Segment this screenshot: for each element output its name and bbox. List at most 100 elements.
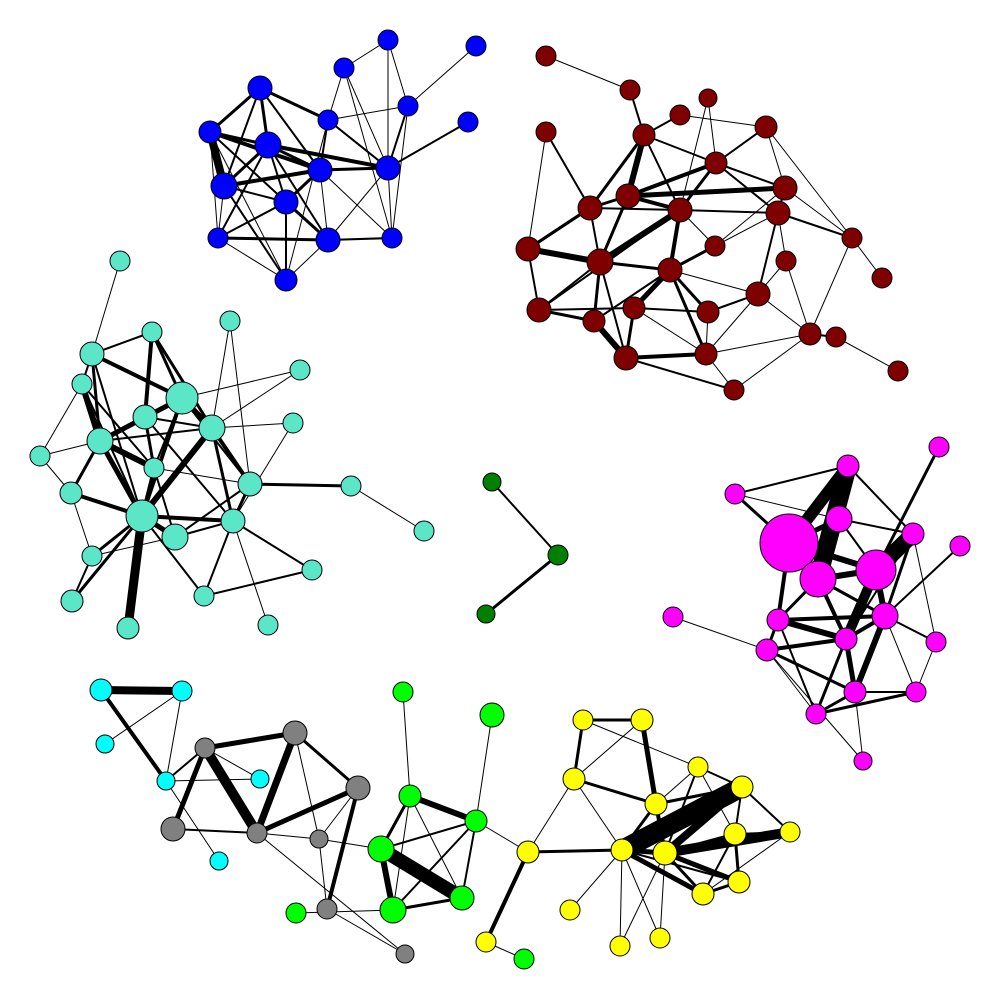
edge-y10-y13: [619, 847, 706, 897]
node-green-e6: [449, 885, 475, 911]
edge-b7-b12: [285, 119, 329, 281]
node-turquoise-t8: [289, 359, 311, 381]
node-magenta-p4: [825, 505, 853, 533]
node-turquoise-t5: [71, 373, 93, 395]
node-green-e5: [367, 835, 395, 863]
node-blue-b12: [274, 268, 298, 292]
node-turquoise-t11: [282, 412, 304, 434]
node-green-e7: [379, 896, 407, 924]
edge-b2-b12: [209, 131, 287, 281]
node-cyan-c2: [171, 680, 193, 702]
node-magenta-p13: [834, 627, 858, 651]
node-gray-g3: [345, 775, 371, 801]
node-yellow-y8: [779, 821, 801, 843]
edge-y2-y6: [639, 717, 659, 807]
edge-y11-y4: [664, 766, 699, 854]
node-gray-g2: [282, 720, 308, 746]
edge-e2-e4: [475, 714, 493, 822]
edge-p2-p6: [847, 465, 914, 535]
node-maroon-m22: [526, 297, 552, 323]
node-yellow-y2: [630, 708, 654, 732]
node-yellow-y7: [723, 822, 747, 846]
edge-m6-m11: [588, 133, 646, 210]
edge-t2-t7: [143, 330, 154, 419]
node-maroon-m2: [619, 79, 641, 101]
node-magenta-p14: [925, 631, 947, 653]
edge-d1-d2: [491, 481, 559, 556]
node-maroon-m19: [775, 250, 797, 272]
edge-y10-y17: [621, 849, 661, 939]
node-maroon-m29: [694, 342, 718, 366]
node-blue-b10: [315, 227, 341, 253]
node-yellow-y12: [727, 870, 751, 894]
edge-y2-y3: [573, 719, 643, 780]
node-maroon-m27: [825, 326, 847, 348]
node-magenta-p15: [755, 638, 779, 662]
edge-c1-c2: [97, 686, 186, 695]
edge-b9-b12: [217, 237, 287, 281]
edge-t5-t12: [39, 383, 83, 457]
node-darkgreen-d1: [482, 472, 502, 492]
edge-m9-m10: [625, 185, 788, 199]
edge-p11-p18: [777, 619, 817, 715]
node-maroon-m16: [586, 248, 614, 276]
node-gray-g8: [395, 944, 415, 964]
node-cyan-c5: [250, 769, 270, 789]
edge-b4-b12: [223, 185, 287, 281]
node-magenta-p12: [871, 602, 899, 630]
edge-m19-m26: [785, 260, 811, 335]
node-magenta-p19: [853, 751, 873, 771]
edge-p6-p12: [883, 532, 915, 618]
edge-t3-t17: [91, 353, 143, 517]
node-yellow-y5: [730, 775, 754, 799]
edge-t14-t15: [248, 482, 353, 488]
edge-p15-p18: [766, 649, 817, 715]
edge-m11-m12: [589, 207, 681, 211]
edge-y3-y6: [572, 777, 658, 806]
node-blue-b13: [333, 57, 355, 79]
edge-m1-m2: [545, 55, 631, 91]
edge-m5-m15: [527, 131, 547, 250]
node-green-e4: [464, 809, 488, 833]
edge-g2-g6: [294, 732, 320, 840]
node-turquoise-t14: [237, 471, 263, 497]
edge-t19-t24: [203, 520, 234, 597]
edge-m16-m28: [599, 261, 627, 359]
edge-b14-b15: [387, 39, 409, 107]
node-maroon-m14: [841, 227, 863, 249]
node-cyan-c6: [209, 851, 229, 871]
node-maroon-m28: [613, 345, 639, 371]
edge-m3-m7: [679, 114, 767, 128]
edge-e1-e3: [402, 691, 411, 797]
edge-p7-p12: [884, 545, 961, 617]
node-maroon-m1: [535, 45, 557, 67]
edge-b8-b10: [327, 167, 389, 241]
node-blue-b15: [397, 95, 419, 117]
node-blue-b5: [273, 189, 299, 215]
edge-t4-t14: [229, 320, 251, 485]
node-maroon-m11: [577, 195, 603, 221]
edge-m31-m26: [733, 333, 811, 391]
edge-t3-t9: [90, 352, 102, 443]
edge-g6-g7: [318, 838, 328, 910]
edge-b1-b7: [258, 86, 330, 122]
edge-m24-m25: [633, 307, 709, 313]
edge-e7-e8: [295, 909, 394, 914]
edge-y10-y16: [619, 849, 623, 947]
edge-p3-p4: [734, 493, 840, 520]
node-yellow-y1: [572, 709, 594, 731]
node-yellow-y4: [687, 756, 709, 778]
node-yellow-y13: [691, 882, 715, 906]
node-magenta-p10: [662, 606, 684, 628]
node-gray-g1: [194, 737, 216, 759]
node-yellow-y3: [562, 767, 586, 791]
edge-b8-b13: [343, 67, 389, 169]
node-turquoise-t13: [143, 457, 165, 479]
node-turquoise-t25: [116, 616, 140, 640]
node-blue-b9: [207, 227, 229, 249]
node-turquoise-t26: [257, 614, 279, 636]
node-gray-g4: [160, 816, 186, 842]
edge-p12-p16: [852, 613, 888, 695]
node-magenta-p6: [901, 522, 925, 546]
